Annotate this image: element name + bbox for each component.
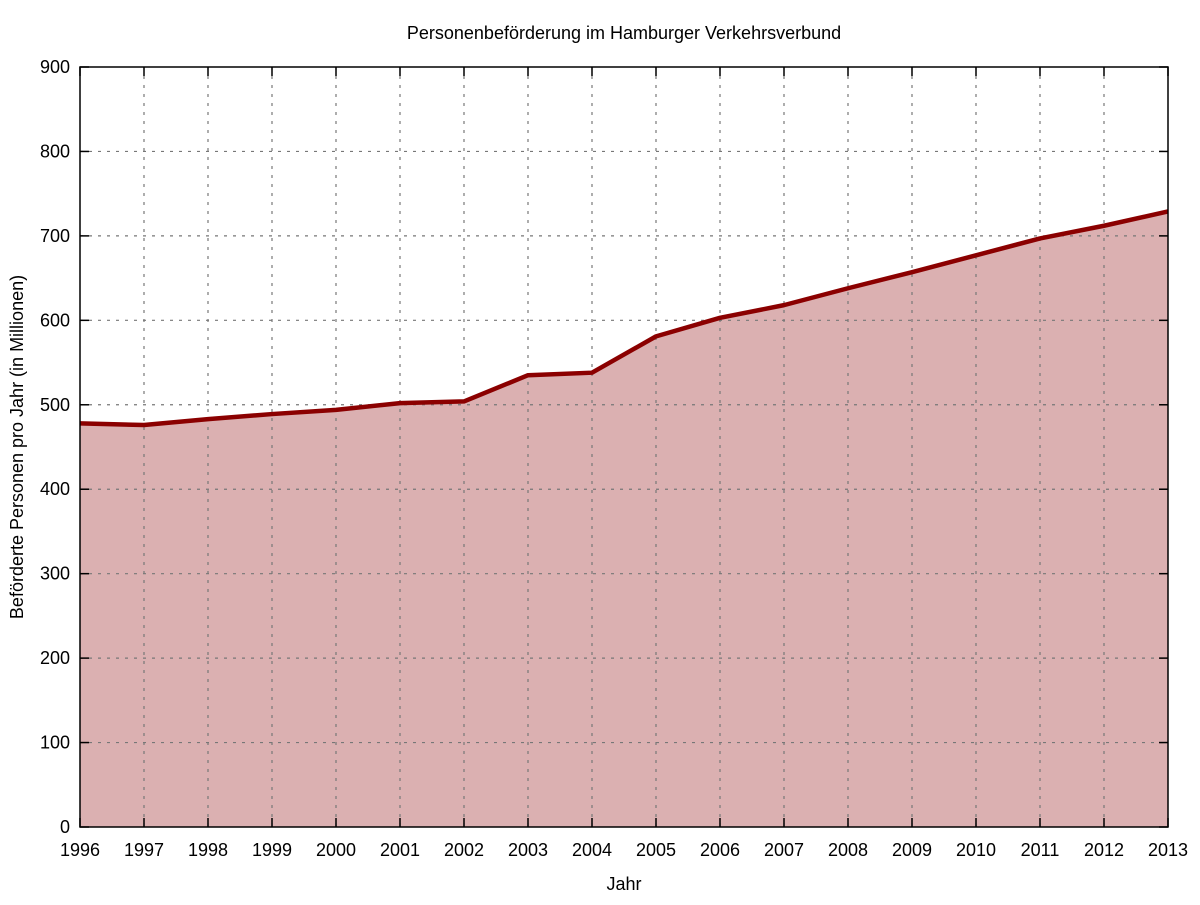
x-tick-label: 2004: [572, 840, 612, 860]
x-tick-label: 1997: [124, 840, 164, 860]
x-tick-label: 2000: [316, 840, 356, 860]
y-tick-label: 500: [40, 395, 70, 415]
x-tick-label: 2003: [508, 840, 548, 860]
x-tick-label: 2007: [764, 840, 804, 860]
x-tick-label: 2009: [892, 840, 932, 860]
y-axis-label: Beförderte Personen pro Jahr (in Million…: [7, 275, 27, 619]
y-tick-label: 900: [40, 57, 70, 77]
x-tick-label: 2011: [1021, 840, 1060, 860]
x-tick-label: 2005: [636, 840, 676, 860]
x-tick-label: 2010: [956, 840, 996, 860]
x-tick-label: 2008: [828, 840, 868, 860]
x-tick-label: 2006: [700, 840, 740, 860]
y-tick-label: 600: [40, 310, 70, 330]
x-tick-label: 2001: [380, 840, 420, 860]
y-tick-label: 800: [40, 141, 70, 161]
x-axis-label: Jahr: [606, 874, 641, 894]
x-tick-label: 1998: [188, 840, 228, 860]
y-tick-label: 200: [40, 648, 70, 668]
y-tick-label: 100: [40, 733, 70, 753]
y-tick-label: 300: [40, 564, 70, 584]
y-tick-label: 400: [40, 479, 70, 499]
chart-title: Personenbeförderung im Hamburger Verkehr…: [407, 23, 841, 43]
x-tick-label: 2012: [1084, 840, 1124, 860]
x-tick-label: 1999: [252, 840, 292, 860]
y-tick-label: 0: [60, 817, 70, 837]
y-tick-label: 700: [40, 226, 70, 246]
x-tick-label: 2013: [1148, 840, 1188, 860]
area-fill: [80, 211, 1168, 827]
x-tick-label: 1996: [60, 840, 100, 860]
x-tick-label: 2002: [444, 840, 484, 860]
